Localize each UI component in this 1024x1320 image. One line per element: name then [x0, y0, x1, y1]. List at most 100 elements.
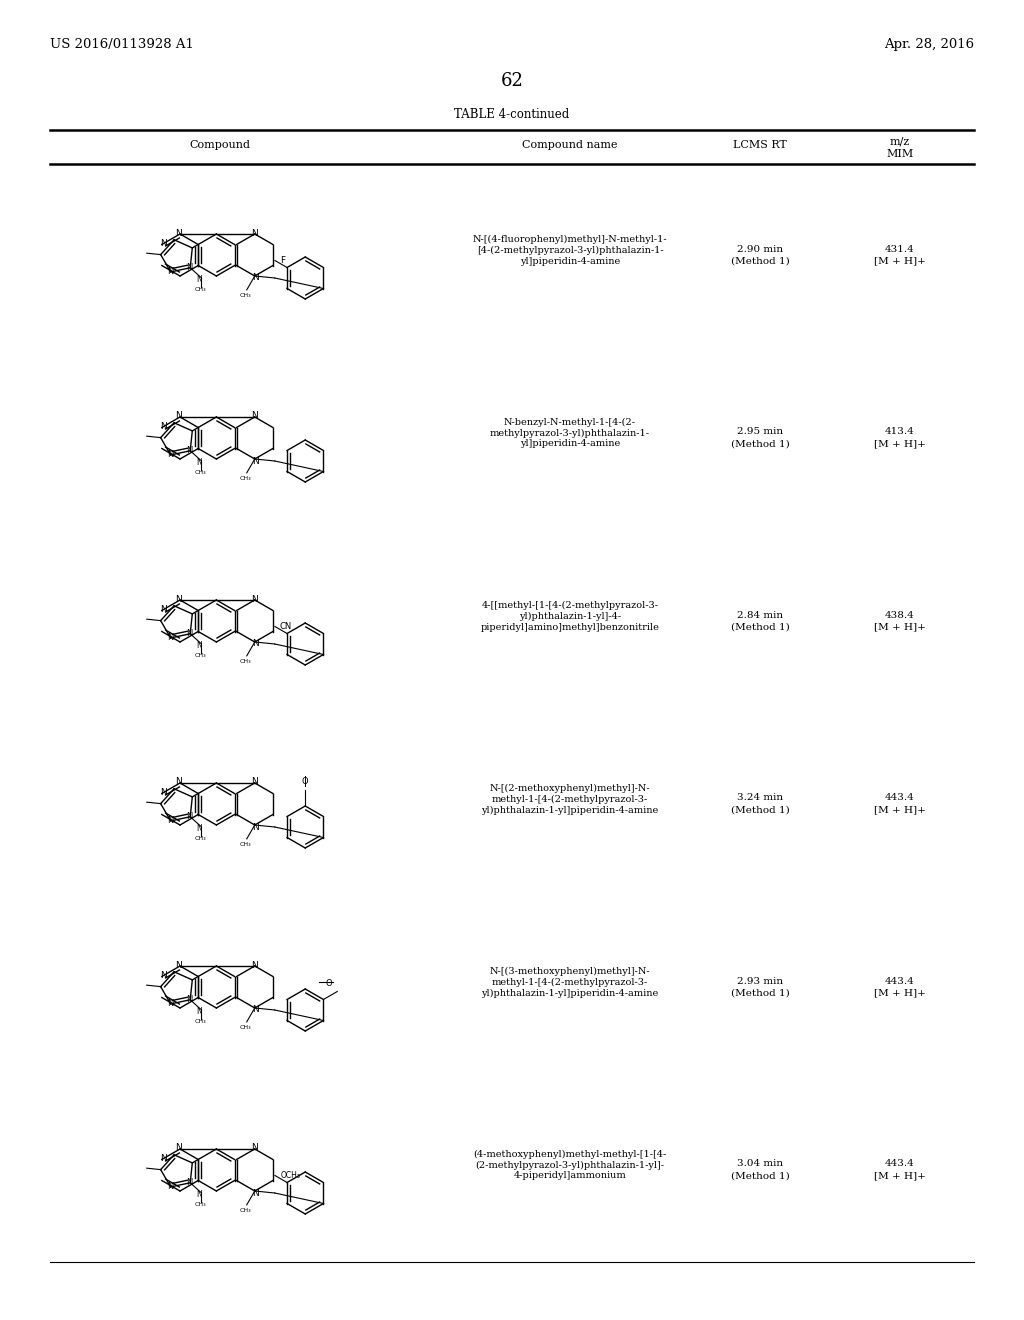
Text: (4-methoxyphenyl)methyl-methyl-[1-[4-: (4-methoxyphenyl)methyl-methyl-[1-[4- — [473, 1150, 667, 1159]
Text: [M + H]+: [M + H]+ — [874, 623, 926, 631]
Text: CH₃: CH₃ — [240, 842, 252, 847]
Text: CH₃: CH₃ — [195, 470, 207, 475]
Text: [M + H]+: [M + H]+ — [874, 1172, 926, 1180]
Text: O: O — [302, 777, 308, 787]
Text: MIM: MIM — [887, 149, 913, 158]
Text: N: N — [176, 1143, 182, 1152]
Text: CH₃: CH₃ — [240, 475, 252, 480]
Text: 3.04 min: 3.04 min — [737, 1159, 783, 1168]
Text: N: N — [168, 450, 174, 459]
Text: N: N — [186, 812, 193, 821]
Text: N: N — [161, 239, 167, 248]
Text: 413.4: 413.4 — [885, 428, 914, 437]
Text: N: N — [197, 640, 203, 649]
Text: Compound name: Compound name — [522, 140, 617, 150]
Text: yl]piperidin-4-amine: yl]piperidin-4-amine — [520, 256, 621, 265]
Text: N: N — [251, 412, 258, 421]
Text: [4-(2-methylpyrazol-3-yl)phthalazin-1-: [4-(2-methylpyrazol-3-yl)phthalazin-1- — [477, 246, 664, 255]
Text: N: N — [176, 777, 182, 787]
Text: N: N — [252, 457, 259, 466]
Text: CH₃: CH₃ — [195, 288, 207, 292]
Text: N: N — [168, 817, 174, 825]
Text: N-[(3-methoxyphenyl)methyl]-N-: N-[(3-methoxyphenyl)methyl]-N- — [489, 966, 650, 975]
Text: N: N — [197, 1189, 203, 1199]
Text: yl)phthalazin-1-yl]piperidin-4-amine: yl)phthalazin-1-yl]piperidin-4-amine — [481, 989, 658, 998]
Text: N: N — [252, 639, 259, 648]
Text: CH₃: CH₃ — [240, 1208, 252, 1213]
Text: (Method 1): (Method 1) — [731, 256, 790, 265]
Text: N: N — [168, 1183, 174, 1192]
Text: N: N — [161, 972, 167, 979]
Text: N-benzyl-N-methyl-1-[4-(2-: N-benzyl-N-methyl-1-[4-(2- — [504, 417, 636, 426]
Text: 62: 62 — [501, 73, 523, 90]
Text: N: N — [186, 263, 193, 272]
Text: m/z: m/z — [890, 137, 910, 147]
Text: N: N — [161, 1154, 167, 1163]
Text: N: N — [252, 1006, 259, 1015]
Text: CH₃: CH₃ — [195, 653, 207, 659]
Text: N: N — [176, 228, 182, 238]
Text: N: N — [252, 822, 259, 832]
Text: N: N — [197, 458, 203, 467]
Text: (Method 1): (Method 1) — [731, 989, 790, 998]
Text: 431.4: 431.4 — [885, 244, 914, 253]
Text: N-[(4-fluorophenyl)methyl]-N-methyl-1-: N-[(4-fluorophenyl)methyl]-N-methyl-1- — [473, 235, 668, 244]
Text: N: N — [176, 412, 182, 421]
Text: (2-methylpyrazol-3-yl)phthalazin-1-yl]-: (2-methylpyrazol-3-yl)phthalazin-1-yl]- — [475, 1160, 665, 1170]
Text: N: N — [161, 422, 167, 432]
Text: N: N — [186, 446, 193, 455]
Text: (Method 1): (Method 1) — [731, 805, 790, 814]
Text: CH₃: CH₃ — [195, 1203, 207, 1208]
Text: 4-piperidyl]ammonium: 4-piperidyl]ammonium — [514, 1172, 627, 1180]
Text: US 2016/0113928 A1: US 2016/0113928 A1 — [50, 38, 194, 51]
Text: CH₃: CH₃ — [240, 1024, 252, 1030]
Text: piperidyl]amino]methyl]benzonitrile: piperidyl]amino]methyl]benzonitrile — [480, 623, 659, 631]
Text: 4-[[methyl-[1-[4-(2-methylpyrazol-3-: 4-[[methyl-[1-[4-(2-methylpyrazol-3- — [481, 601, 658, 610]
Text: methyl-1-[4-(2-methylpyrazol-3-: methyl-1-[4-(2-methylpyrazol-3- — [492, 795, 648, 804]
Text: O: O — [326, 979, 333, 987]
Text: N: N — [197, 275, 203, 284]
Text: methyl-1-[4-(2-methylpyrazol-3-: methyl-1-[4-(2-methylpyrazol-3- — [492, 977, 648, 986]
Text: CH₃: CH₃ — [195, 836, 207, 841]
Text: N: N — [168, 268, 174, 276]
Text: Apr. 28, 2016: Apr. 28, 2016 — [884, 38, 974, 51]
Text: N-[(2-methoxyphenyl)methyl]-N-: N-[(2-methoxyphenyl)methyl]-N- — [489, 784, 650, 792]
Text: N: N — [161, 788, 167, 797]
Text: [M + H]+: [M + H]+ — [874, 989, 926, 998]
Text: N: N — [186, 1179, 193, 1187]
Text: 2.84 min: 2.84 min — [737, 610, 783, 619]
Text: 443.4: 443.4 — [885, 1159, 914, 1168]
Text: [M + H]+: [M + H]+ — [874, 256, 926, 265]
Text: 443.4: 443.4 — [885, 977, 914, 986]
Text: N: N — [186, 995, 193, 1005]
Text: yl)phthalazin-1-yl]-4-: yl)phthalazin-1-yl]-4- — [519, 611, 622, 620]
Text: N: N — [252, 273, 259, 282]
Text: (Method 1): (Method 1) — [731, 440, 790, 449]
Text: 2.90 min: 2.90 min — [737, 244, 783, 253]
Text: N: N — [168, 634, 174, 643]
Text: OCH₃: OCH₃ — [281, 1171, 301, 1180]
Text: [M + H]+: [M + H]+ — [874, 805, 926, 814]
Text: N: N — [252, 1188, 259, 1197]
Text: Compound: Compound — [189, 140, 251, 150]
Text: N: N — [251, 228, 258, 238]
Text: 438.4: 438.4 — [885, 610, 914, 619]
Text: [M + H]+: [M + H]+ — [874, 440, 926, 449]
Text: N: N — [168, 999, 174, 1008]
Text: CH₃: CH₃ — [240, 293, 252, 298]
Text: N: N — [186, 630, 193, 639]
Text: N: N — [176, 961, 182, 969]
Text: CH₃: CH₃ — [195, 1019, 207, 1024]
Text: N: N — [251, 1143, 258, 1152]
Text: N: N — [251, 777, 258, 787]
Text: N: N — [197, 1007, 203, 1015]
Text: N: N — [176, 594, 182, 603]
Text: yl)phthalazin-1-yl]piperidin-4-amine: yl)phthalazin-1-yl]piperidin-4-amine — [481, 805, 658, 814]
Text: LCMS RT: LCMS RT — [733, 140, 786, 150]
Text: (Method 1): (Method 1) — [731, 1172, 790, 1180]
Text: TABLE 4-continued: TABLE 4-continued — [455, 108, 569, 121]
Text: N: N — [251, 961, 258, 969]
Text: 2.95 min: 2.95 min — [737, 428, 783, 437]
Text: N: N — [161, 605, 167, 614]
Text: CN: CN — [280, 622, 292, 631]
